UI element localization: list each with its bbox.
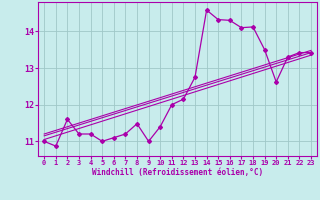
X-axis label: Windchill (Refroidissement éolien,°C): Windchill (Refroidissement éolien,°C) xyxy=(92,168,263,177)
